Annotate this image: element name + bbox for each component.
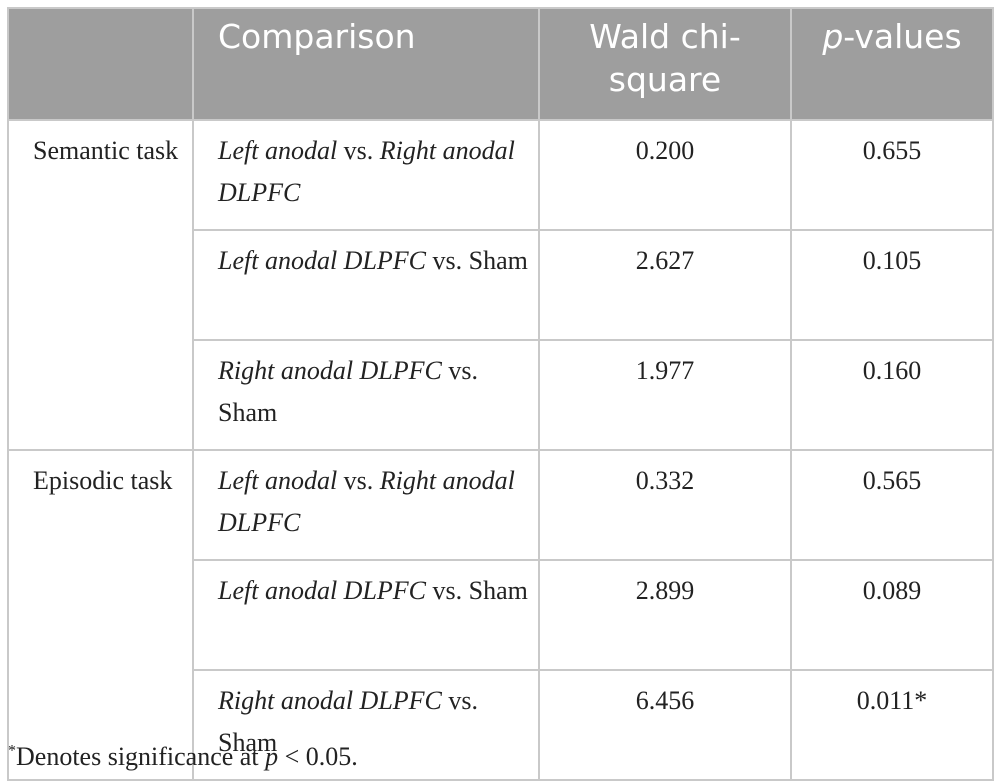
wald-cell: 1.977 [538, 339, 792, 451]
comparison-part: Left anodal [218, 466, 338, 495]
footnote-text: < 0.05. [278, 742, 358, 771]
table-row: Episodic task Left anodal vs. Right anoda… [7, 449, 994, 781]
header-cell: Comparison [192, 7, 540, 121]
comparison-cell: Left anodal DLPFC vs. Sham [192, 559, 540, 671]
comparison-part: vs. Sham [218, 686, 479, 757]
table-body: Semantic task Left anodal vs. Right anoda… [7, 119, 994, 781]
wald-cell: 2.627 [538, 229, 792, 341]
comparison-cell: Right anodal DLPFC vs. Sham [192, 339, 540, 451]
p-cell: 0.011* [790, 669, 994, 781]
group-label: Episodic task [7, 449, 194, 781]
comparison-part: vs. Sham [218, 356, 479, 427]
table-row: Left anodal DLPFC vs. Sham 2.899 0.089 [8, 559, 994, 671]
p-cell: 0.160 [790, 339, 994, 451]
comparison-part: vs. [337, 466, 380, 495]
table-row: Right anodal DLPFC vs. Sham 1.977 0.160 [8, 339, 994, 451]
table-row: Right anodal DLPFC vs. Sham 6.456 0.011* [8, 669, 994, 781]
header-text: -values [843, 17, 962, 56]
header-cell: p-values [790, 7, 994, 121]
p-cell: 0.565 [790, 449, 994, 561]
p-cell: 0.655 [790, 119, 994, 231]
wald-cell: 2.899 [538, 559, 792, 671]
comparison-cell: Left anodal vs. Right anodal DLPFC [192, 449, 540, 561]
comparison-part: vs. Sham [426, 246, 528, 275]
comparison-part: Right anodal DLPFC [218, 686, 442, 715]
comparison-cell: Left anodal vs. Right anodal DLPFC [192, 119, 540, 231]
p-cell: 0.089 [790, 559, 994, 671]
comparison-part: Left anodal [218, 136, 338, 165]
comparison-cell: Right anodal DLPFC vs. Sham [192, 669, 540, 781]
results-table: Comparison Wald chi-square p-values Sema… [7, 7, 994, 781]
group-label: Semantic task [7, 119, 194, 451]
comparison-part: Right anodal DLPFC [218, 466, 515, 537]
table-row: Semantic task Left anodal vs. Right anoda… [7, 119, 994, 451]
comparison-part: Right anodal DLPFC [218, 356, 442, 385]
comparison-part: Right anodal DLPFC [218, 136, 515, 207]
wald-cell: 6.456 [538, 669, 792, 781]
footnote-mark: * [8, 742, 16, 760]
comparison-cell: Left anodal DLPFC vs. Sham [192, 229, 540, 341]
comparison-part: Left anodal DLPFC [218, 246, 427, 275]
comparison-part: Left anodal DLPFC [218, 576, 427, 605]
header-italic: p [822, 17, 844, 56]
footnote-text: Denotes significance at [16, 742, 266, 771]
header-cell [7, 7, 194, 121]
comparison-part: vs. Sham [426, 576, 528, 605]
header-row: Comparison Wald chi-square p-values [7, 7, 994, 121]
wald-cell: 0.200 [538, 119, 792, 231]
comparison-part: vs. [337, 136, 380, 165]
p-cell: 0.105 [790, 229, 994, 341]
table-row: Left anodal DLPFC vs. Sham 2.627 0.105 [8, 229, 994, 341]
footnote: *Denotes significance at p < 0.05. [8, 742, 358, 772]
header-cell: Wald chi-square [538, 7, 792, 121]
wald-cell: 0.332 [538, 449, 792, 561]
footnote-italic: p [265, 742, 279, 771]
